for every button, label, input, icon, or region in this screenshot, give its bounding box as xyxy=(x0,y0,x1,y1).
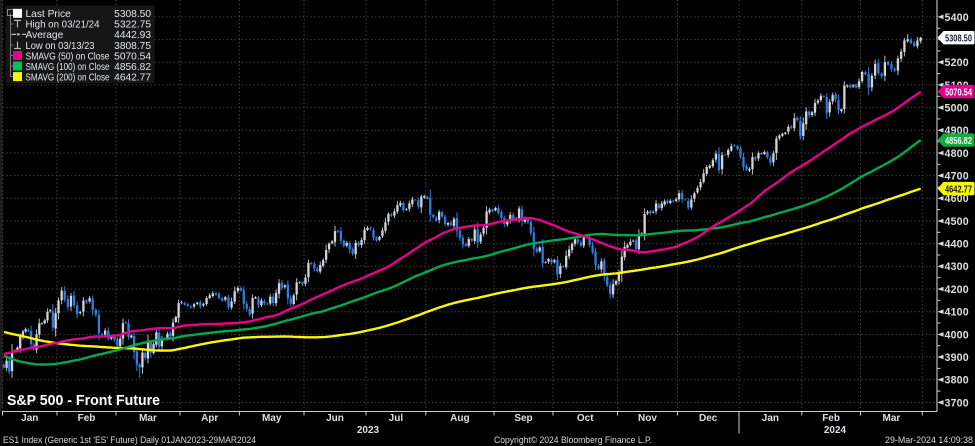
svg-text:S&P 500 - Front Future: S&P 500 - Front Future xyxy=(7,392,160,409)
svg-text:Low on 03/13/23: Low on 03/13/23 xyxy=(26,41,95,52)
svg-text:5400: 5400 xyxy=(945,12,969,24)
svg-text:Last Price: Last Price xyxy=(26,9,72,20)
svg-text:4300: 4300 xyxy=(945,261,969,273)
svg-text:SMAVG (100) on Close: SMAVG (100) on Close xyxy=(26,62,110,73)
svg-text:4642.77: 4642.77 xyxy=(945,184,972,195)
svg-text:4442.93: 4442.93 xyxy=(114,30,151,41)
svg-text:5070.54: 5070.54 xyxy=(114,51,151,62)
svg-text:4600: 4600 xyxy=(945,193,969,205)
svg-text:5070.54: 5070.54 xyxy=(945,87,972,98)
svg-text:4856.82: 4856.82 xyxy=(945,136,972,147)
svg-text:4400: 4400 xyxy=(945,239,969,251)
svg-text:29-Mar-2024 14:09:38: 29-Mar-2024 14:09:38 xyxy=(885,435,973,445)
svg-text:4200: 4200 xyxy=(945,284,969,296)
svg-text:Nov: Nov xyxy=(638,413,657,424)
svg-text:3700: 3700 xyxy=(945,397,969,409)
svg-text:Jul: Jul xyxy=(389,413,404,424)
svg-text:Average: Average xyxy=(26,30,64,41)
svg-text:4000: 4000 xyxy=(945,329,969,341)
svg-text:SMAVG (50) on Close: SMAVG (50) on Close xyxy=(26,51,110,62)
svg-text:4100: 4100 xyxy=(945,307,969,319)
svg-text:Feb: Feb xyxy=(78,413,96,424)
svg-text:3800: 3800 xyxy=(945,375,969,387)
svg-text:Jan: Jan xyxy=(762,413,779,424)
svg-text:2023: 2023 xyxy=(357,425,380,436)
svg-text:Mar: Mar xyxy=(883,413,901,424)
svg-text:SMAVG (200) on Close: SMAVG (200) on Close xyxy=(26,72,110,83)
svg-text:4800: 4800 xyxy=(945,148,969,160)
svg-text:3900: 3900 xyxy=(945,352,969,364)
svg-text:3808.75: 3808.75 xyxy=(114,41,151,52)
svg-text:Dec: Dec xyxy=(699,413,718,424)
svg-text:4856.82: 4856.82 xyxy=(114,62,151,73)
svg-text:5322.75: 5322.75 xyxy=(114,20,151,31)
svg-text:4642.77: 4642.77 xyxy=(114,72,151,83)
svg-text:Oct: Oct xyxy=(577,413,594,424)
svg-text:5308.50: 5308.50 xyxy=(114,9,151,20)
svg-text:5308.50: 5308.50 xyxy=(945,33,972,44)
svg-text:4700: 4700 xyxy=(945,171,969,183)
svg-text:Jun: Jun xyxy=(326,413,344,424)
svg-text:Aug: Aug xyxy=(450,413,469,424)
svg-text:Jan: Jan xyxy=(21,413,38,424)
svg-text:Feb: Feb xyxy=(822,413,840,424)
svg-text:Sep: Sep xyxy=(514,413,532,424)
svg-text:5000: 5000 xyxy=(945,103,969,115)
svg-text:5200: 5200 xyxy=(945,57,969,69)
svg-text:May: May xyxy=(262,413,282,424)
svg-text:High on 03/21/24: High on 03/21/24 xyxy=(26,20,100,31)
svg-text:Copyright© 2024 Bloomberg Fina: Copyright© 2024 Bloomberg Finance L.P. xyxy=(494,435,652,445)
svg-text:ES1 Index (Generic 1st 'ES' Fu: ES1 Index (Generic 1st 'ES' Future) Dail… xyxy=(3,435,256,445)
svg-text:2024: 2024 xyxy=(824,425,847,436)
svg-text:4500: 4500 xyxy=(945,216,969,228)
svg-text:Mar: Mar xyxy=(139,413,157,424)
svg-text:Apr: Apr xyxy=(201,413,218,424)
